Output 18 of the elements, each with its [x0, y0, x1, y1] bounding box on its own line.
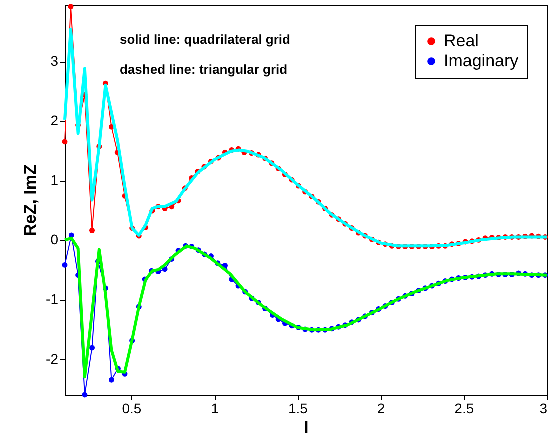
x-tick-label: 3 [540, 400, 548, 416]
y-tick-label: -1 [46, 291, 59, 308]
annotation: dashed line: triangular grid [120, 62, 288, 77]
y-axis-title: ReZ, ImZ [21, 164, 40, 236]
x-tick-label: 2.5 [454, 400, 474, 416]
x-tick-label: 1 [211, 400, 220, 416]
annotation: solid line: quadrilateral grid [120, 32, 291, 47]
y-tick-label: 2 [50, 112, 59, 129]
y-tick-label: 0 [50, 232, 59, 248]
y-tick-label: -2 [46, 350, 59, 367]
y-tick-label: 3 [50, 53, 59, 70]
x-tick-label: 0.5 [122, 400, 142, 416]
x-axis-title: l [304, 418, 309, 438]
x-tick-label: 2 [377, 400, 386, 416]
x-tick-label: 1.5 [288, 400, 308, 416]
legend-label: Real [444, 32, 479, 50]
legend-label: Imaginary [444, 52, 520, 70]
y-tick-label: 1 [50, 172, 59, 188]
